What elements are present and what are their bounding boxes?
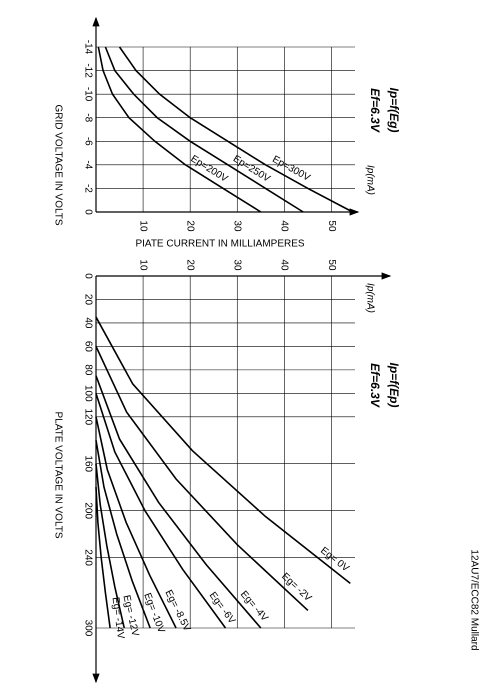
curve: [95, 346, 309, 611]
curve: [95, 316, 351, 585]
x-tick-label: 0: [82, 209, 93, 215]
series-label: Eg= 0V: [318, 545, 351, 574]
curve: [118, 46, 354, 213]
curve: [95, 375, 262, 629]
axis-unit-label: Ip(mA): [364, 165, 375, 195]
y-tick-label: 30: [232, 220, 243, 232]
y-tick-label: 40: [279, 220, 290, 232]
x-tick-label: -4: [82, 160, 93, 169]
x-tick-label: 240: [82, 549, 93, 566]
x-axis-label: GRID VOLTAGE IN VOLTS: [52, 104, 63, 225]
chart-title: Ip=f(Eg): [387, 88, 401, 133]
x-tick-label: -10: [82, 87, 93, 102]
y-tick-label: 30: [232, 259, 243, 271]
chart-title: Ip=f(Ep): [387, 363, 401, 408]
y-tick-label: 50: [326, 259, 337, 271]
y-tick-label: 20: [185, 259, 196, 271]
x-tick-label: 120: [82, 408, 93, 425]
x-tick-label: 40: [82, 317, 93, 329]
x-tick-label: -12: [82, 63, 93, 78]
x-tick-label: 20: [82, 294, 93, 306]
x-tick-label: -8: [82, 113, 93, 122]
chart-subtitle: Ef=6.3V: [368, 88, 382, 133]
curve: [95, 416, 177, 629]
axis-unit-label: Ip(mA): [364, 283, 375, 313]
chart-subtitle: Ef=6.3V: [368, 363, 382, 408]
x-tick-label: 300: [82, 620, 93, 637]
x-tick-label: 80: [82, 364, 93, 376]
y-tick-label: 10: [137, 220, 148, 232]
curve: [97, 46, 262, 213]
page-label: 12AU7/ECC82 Mullard: [468, 549, 479, 650]
x-tick-label: 0: [82, 273, 93, 279]
curve: [104, 46, 304, 213]
x-tick-label: 100: [82, 385, 93, 402]
curve: [95, 487, 111, 629]
x-axis-label: PLATE VOLTAGE IN VOLTS: [52, 411, 63, 538]
y-tick-label: 10: [137, 259, 148, 271]
x-tick-label: 160: [82, 455, 93, 472]
curve: [95, 440, 151, 629]
x-tick-label: -14: [82, 40, 93, 55]
x-tick-label: -2: [82, 184, 93, 193]
y-tick-label: 40: [279, 259, 290, 271]
y-axis-label: PIATE CURRENT IN MILLIAMPERES: [135, 239, 304, 250]
x-tick-label: -6: [82, 137, 93, 146]
x-tick-label: 200: [82, 502, 93, 519]
y-tick-label: 50: [326, 220, 337, 232]
curve: [95, 393, 227, 629]
y-tick-label: 20: [185, 220, 196, 232]
curve: [95, 463, 126, 629]
x-tick-label: 60: [82, 341, 93, 353]
